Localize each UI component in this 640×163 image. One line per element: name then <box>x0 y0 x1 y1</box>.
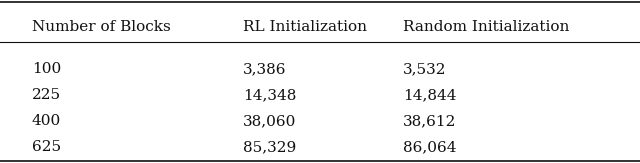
Text: RL Initialization: RL Initialization <box>243 20 367 34</box>
Text: Random Initialization: Random Initialization <box>403 20 570 34</box>
Text: 100: 100 <box>32 62 61 76</box>
Text: 14,348: 14,348 <box>243 88 296 102</box>
Text: 3,386: 3,386 <box>243 62 287 76</box>
Text: 38,612: 38,612 <box>403 114 456 128</box>
Text: 85,329: 85,329 <box>243 140 296 154</box>
Text: 38,060: 38,060 <box>243 114 296 128</box>
Text: 3,532: 3,532 <box>403 62 447 76</box>
Text: 400: 400 <box>32 114 61 128</box>
Text: 86,064: 86,064 <box>403 140 457 154</box>
Text: 14,844: 14,844 <box>403 88 457 102</box>
Text: Number of Blocks: Number of Blocks <box>32 20 171 34</box>
Text: 225: 225 <box>32 88 61 102</box>
Text: 625: 625 <box>32 140 61 154</box>
